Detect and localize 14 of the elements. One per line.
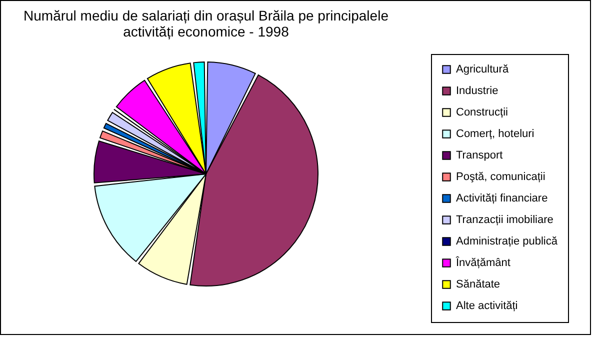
legend-label: Administrație publică [456,236,558,248]
legend-label: Alte activități [456,300,518,312]
text: activități economice - 1998 [123,24,289,40]
legend-label: Poştă, comunicații [456,171,546,183]
legend-label: Tranzacții imobiliare [456,214,554,226]
legend-label: Învățământ [455,256,510,269]
legend-label: Transport [456,150,503,162]
legend-label: Industrie [456,85,498,97]
legend-label: Sănătate [456,278,500,290]
text: Numărul mediu de salariați din orașul Brăila pe principalele [24,8,388,24]
legend-label: Construcții [456,106,508,118]
legend-label: Comerț, hoteluri [456,128,534,140]
legend-label: Agricultură [456,64,510,76]
legend-label: Activități financiare [456,192,548,204]
